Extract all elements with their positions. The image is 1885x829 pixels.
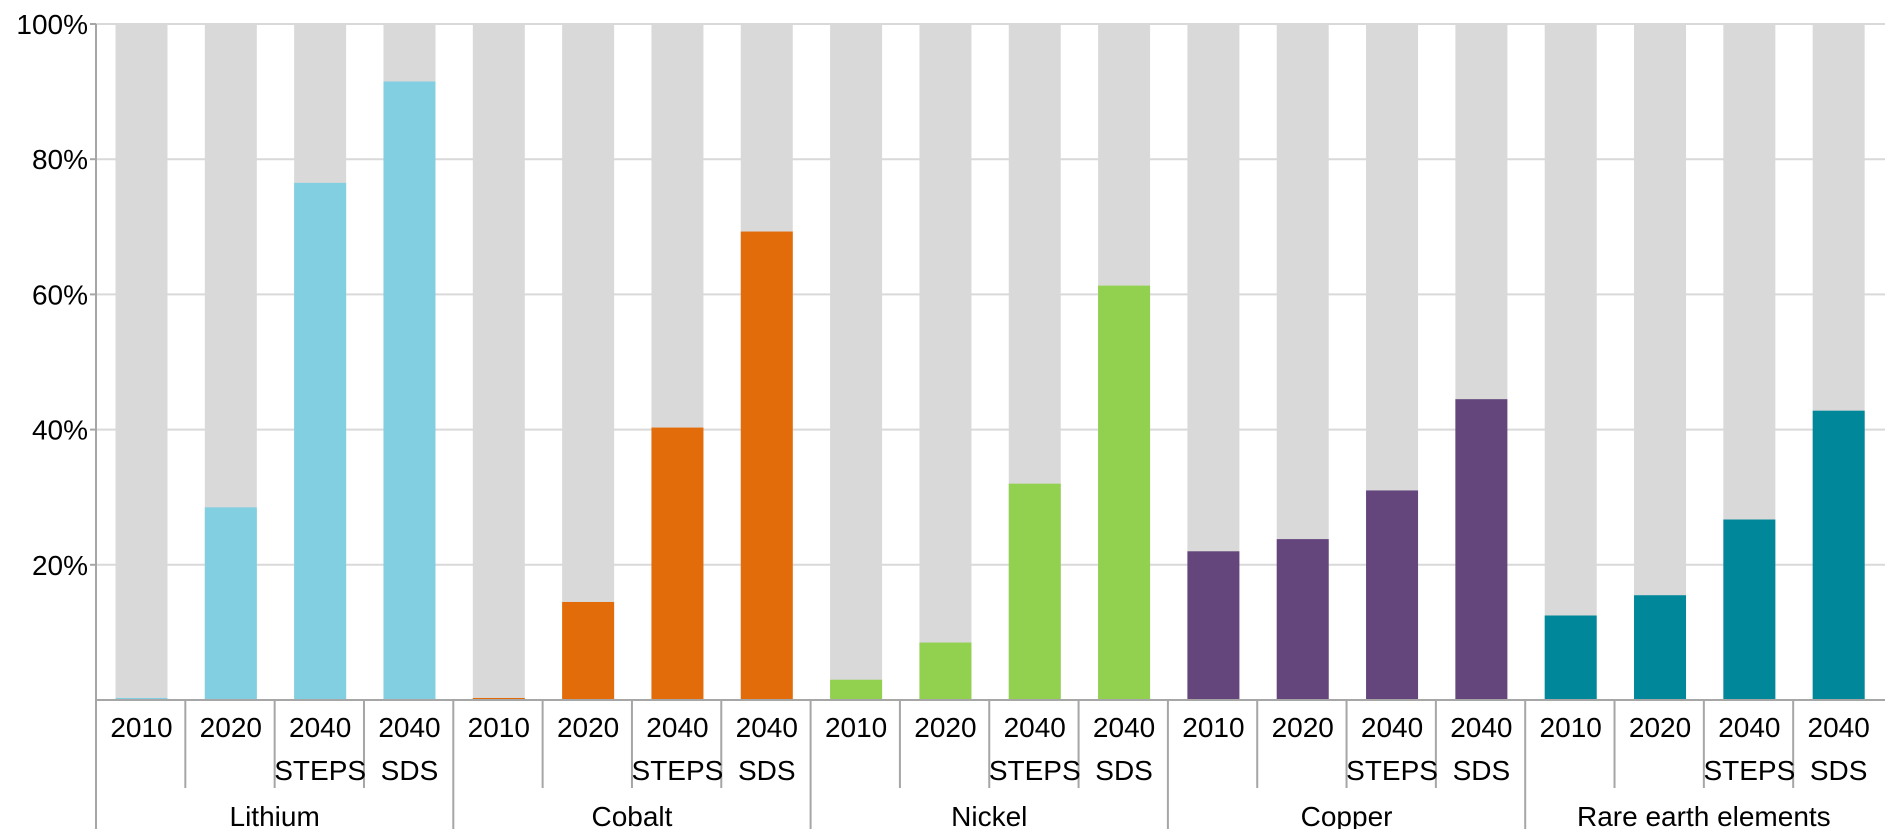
bar-rare-earth-elements-0 (1544, 615, 1597, 700)
bar-remaining-share (472, 24, 525, 700)
bar-rare-earth-elements-1 (1634, 595, 1687, 700)
x-tick-label: 2010 (825, 712, 887, 743)
x-tick-label: STEPS (274, 755, 366, 786)
x-tick-label: 2020 (1629, 712, 1691, 743)
bar-copper-2 (1366, 490, 1419, 700)
bar-nickel-0 (830, 679, 883, 700)
x-tick-label: 2020 (200, 712, 262, 743)
group-label: Nickel (951, 801, 1027, 829)
x-tick-label: 2020 (557, 712, 619, 743)
x-tick-label: 2040 (1361, 712, 1423, 743)
x-tick-label: 2010 (468, 712, 530, 743)
x-tick-label: STEPS (1703, 755, 1795, 786)
bar-remaining-share (1544, 24, 1597, 700)
bar-nickel-3 (1098, 285, 1151, 700)
y-axis-tick-labels: 20% 40% 60% 80% 100% (16, 9, 88, 581)
group-label: Rare earth elements (1577, 801, 1831, 829)
x-tick-label: 2010 (110, 712, 172, 743)
x-tick-label: SDS (738, 755, 796, 786)
x-tick-label: 2020 (1272, 712, 1334, 743)
bar-nickel-1 (919, 642, 972, 700)
bar-lithium-2 (294, 182, 347, 701)
x-tick-label: 2040 (1450, 712, 1512, 743)
x-tick-label: 2040 (1808, 712, 1870, 743)
bars (115, 24, 1865, 701)
y-tick-label: 40% (32, 415, 88, 446)
x-tick-label: 2040 (1004, 712, 1066, 743)
bar-rare-earth-elements-3 (1812, 410, 1865, 700)
bar-remaining-share (115, 24, 168, 700)
bar-cobalt-0 (472, 697, 525, 700)
x-tick-label: 2040 (378, 712, 440, 743)
group-label: Copper (1301, 801, 1393, 829)
bar-copper-1 (1276, 539, 1329, 700)
x-tick-label: 2020 (914, 712, 976, 743)
bar-remaining-share (830, 24, 883, 700)
x-tick-label: 2040 (1718, 712, 1780, 743)
bar-remaining-share (919, 24, 972, 700)
y-tick-label: 60% (32, 279, 88, 310)
bar-nickel-2 (1008, 483, 1061, 700)
group-label: Lithium (230, 801, 320, 829)
y-tick-label: 80% (32, 144, 88, 175)
x-axis-tick-labels: 2010 2020 2040 STEPS 2040 SDS 2010 2020 2040 STEP… (110, 712, 1869, 786)
x-tick-label: SDS (381, 755, 439, 786)
bar-cobalt-1 (562, 601, 615, 700)
x-tick-label: STEPS (632, 755, 724, 786)
bar-lithium-3 (383, 81, 436, 700)
x-tick-label: SDS (1453, 755, 1511, 786)
bar-rare-earth-elements-2 (1723, 519, 1776, 700)
bar-copper-3 (1455, 399, 1508, 700)
y-tick-label: 100% (16, 9, 88, 40)
x-tick-label: STEPS (1346, 755, 1438, 786)
y-tick-label: 20% (32, 550, 88, 581)
x-tick-label: 2040 (736, 712, 798, 743)
x-tick-label: 2040 (289, 712, 351, 743)
bar-lithium-0 (115, 697, 168, 700)
gridlines (96, 23, 1885, 566)
x-tick-label: 2010 (1182, 712, 1244, 743)
x-tick-label: 2010 (1540, 712, 1602, 743)
bar-lithium-1 (204, 507, 257, 700)
x-tick-label: SDS (1095, 755, 1153, 786)
group-label: Cobalt (591, 801, 672, 829)
bar-remaining-share (562, 24, 615, 700)
bar-cobalt-2 (651, 427, 704, 700)
bar-copper-0 (1187, 551, 1240, 700)
x-tick-label: STEPS (989, 755, 1081, 786)
x-tick-label: 2040 (646, 712, 708, 743)
x-tick-label: 2040 (1093, 712, 1155, 743)
axes (90, 23, 1885, 829)
bar-remaining-share (1634, 24, 1687, 700)
bar-cobalt-3 (740, 231, 793, 701)
x-axis-group-labels: Lithium Cobalt Nickel Copper Rare earth elem… (230, 801, 1831, 829)
x-tick-label: SDS (1810, 755, 1868, 786)
